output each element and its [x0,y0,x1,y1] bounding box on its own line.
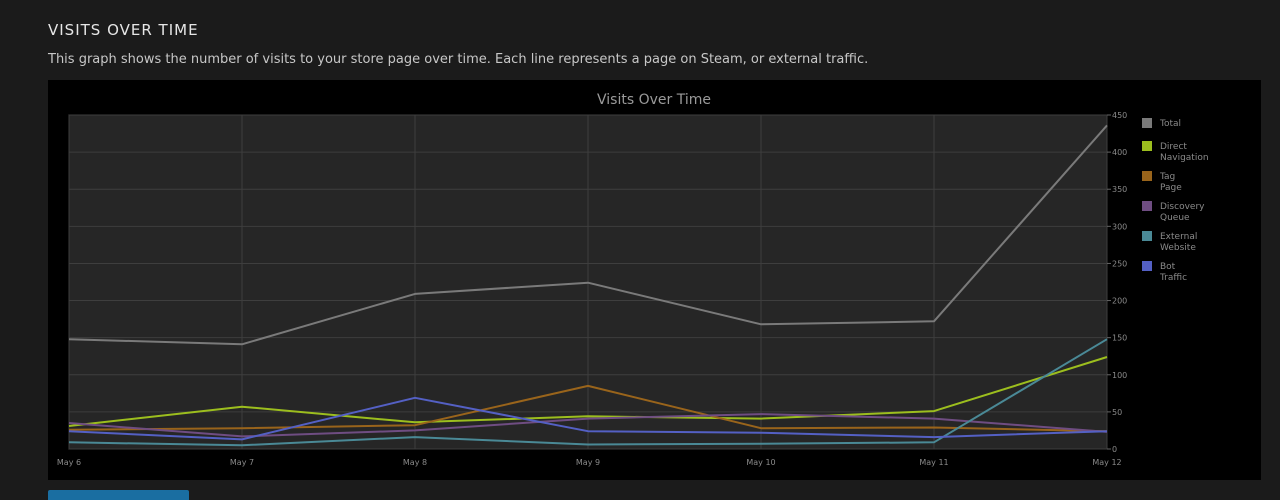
series-line-3 [68,413,1108,438]
y-tick-label: 400 [1112,148,1127,157]
legend-swatch-0 [1142,118,1152,128]
action-button[interactable] [48,490,189,500]
legend-swatch-4 [1142,231,1152,241]
legend: Total Direct Navigation Tag Page Discovery Que… [1142,118,1209,283]
legend-label-5: Bot Traffic [1159,262,1187,283]
x-tick-label: May 10 [746,458,775,467]
section-title: VISITS OVER TIME [48,21,199,39]
series-line-2 [68,384,1108,433]
series-line-4 [68,338,1108,447]
y-axis-ticks: 0 50 100 150 200 250 300 350 400 450 [1107,111,1127,454]
x-tick-label: May 9 [576,458,600,467]
x-tick-label: May 12 [1092,458,1121,467]
y-tick-label: 0 [1112,445,1117,454]
visits-over-time-chart: Visits Over Time 0 50 100 150 200 250 300 350 40… [57,92,1209,467]
x-axis-ticks: May 6 May 7 May 8 May 9 May 10 May 11 May 12 [57,458,1122,467]
legend-label-2: Tag Page [1159,172,1182,193]
legend-label-1: Direct Navigation [1160,142,1209,163]
section-description: This graph shows the number of visits to… [48,52,869,67]
legend-label-4: External Website [1160,232,1197,253]
x-tick-label: May 11 [919,458,948,467]
x-tick-label: May 8 [403,458,427,467]
series-line-0 [68,124,1108,346]
legend-swatch-1 [1142,141,1152,151]
legend-label-3: Discovery Queue [1160,202,1205,223]
y-tick-label: 150 [1112,334,1127,343]
legend-label-0: Total [1159,119,1181,129]
y-tick-label: 300 [1112,222,1127,231]
y-tick-label: 350 [1112,185,1127,194]
legend-swatch-3 [1142,201,1152,211]
legend-swatch-5 [1142,261,1152,271]
x-tick-label: May 7 [230,458,254,467]
x-tick-label: May 6 [57,458,81,467]
chart-title: Visits Over Time [597,92,711,108]
legend-swatch-2 [1142,171,1152,181]
y-tick-label: 250 [1112,259,1127,268]
series-line-5 [68,396,1108,441]
series-lines [68,124,1108,447]
y-tick-label: 50 [1112,408,1122,417]
grid-lines [68,114,1108,450]
series-line-1 [68,356,1108,427]
chart-panel: Visits Over Time 0 50 100 150 200 250 300 350 40… [48,80,1261,480]
y-tick-label: 200 [1112,297,1127,306]
y-tick-label: 450 [1112,111,1127,120]
y-tick-label: 100 [1112,371,1127,380]
